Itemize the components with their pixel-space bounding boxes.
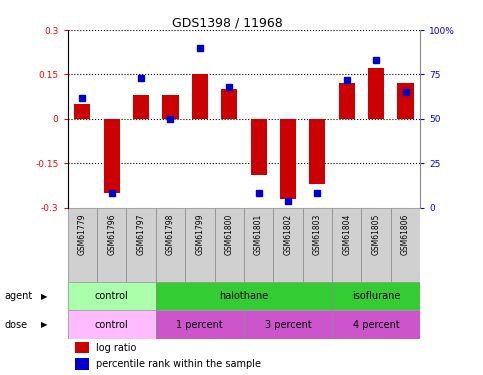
Text: GSM61804: GSM61804 <box>342 214 351 255</box>
Bar <box>398 83 413 119</box>
Text: GSM61801: GSM61801 <box>254 214 263 255</box>
Text: percentile rank within the sample: percentile rank within the sample <box>96 359 261 369</box>
Bar <box>332 208 361 282</box>
Bar <box>244 310 332 339</box>
Bar <box>68 282 156 310</box>
Bar <box>133 95 149 119</box>
Bar <box>368 69 384 119</box>
Text: GSM61806: GSM61806 <box>401 214 410 255</box>
Bar <box>192 74 208 119</box>
Bar <box>74 104 90 119</box>
Text: GSM61805: GSM61805 <box>371 214 381 255</box>
Text: GSM61797: GSM61797 <box>137 214 145 255</box>
Bar <box>332 310 420 339</box>
Text: 4 percent: 4 percent <box>353 320 399 330</box>
Text: isoflurane: isoflurane <box>352 291 400 302</box>
Text: GSM61798: GSM61798 <box>166 214 175 255</box>
Bar <box>156 282 332 310</box>
Bar <box>75 358 89 370</box>
Bar <box>156 310 244 339</box>
Bar <box>273 208 303 282</box>
Bar <box>251 119 267 175</box>
Text: GSM61800: GSM61800 <box>225 214 234 255</box>
Bar <box>68 208 97 282</box>
Bar <box>391 208 420 282</box>
Text: dose: dose <box>5 320 28 330</box>
Text: control: control <box>95 291 128 302</box>
Text: log ratio: log ratio <box>96 343 136 353</box>
Bar <box>104 119 120 193</box>
Text: GSM61779: GSM61779 <box>78 214 87 255</box>
Text: GSM61796: GSM61796 <box>107 214 116 255</box>
Bar <box>156 208 185 282</box>
Text: GSM61802: GSM61802 <box>284 214 293 255</box>
Bar <box>75 342 89 353</box>
Bar <box>332 282 420 310</box>
Bar <box>185 208 214 282</box>
Text: GSM61803: GSM61803 <box>313 214 322 255</box>
Text: 1 percent: 1 percent <box>176 320 223 330</box>
Bar <box>214 208 244 282</box>
Text: GDS1398 / 11968: GDS1398 / 11968 <box>171 17 283 30</box>
Bar <box>309 119 326 184</box>
Text: halothane: halothane <box>219 291 269 302</box>
Bar <box>303 208 332 282</box>
Text: ▶: ▶ <box>41 320 47 329</box>
Text: 3 percent: 3 percent <box>265 320 312 330</box>
Bar <box>221 89 237 119</box>
Bar <box>361 208 391 282</box>
Text: ▶: ▶ <box>41 292 47 301</box>
Bar <box>244 208 273 282</box>
Bar <box>97 208 127 282</box>
Bar <box>68 310 156 339</box>
Bar <box>162 95 179 119</box>
Text: agent: agent <box>5 291 33 302</box>
Bar <box>127 208 156 282</box>
Text: GSM61799: GSM61799 <box>195 214 204 255</box>
Text: control: control <box>95 320 128 330</box>
Bar <box>280 119 296 199</box>
Bar <box>339 83 355 119</box>
